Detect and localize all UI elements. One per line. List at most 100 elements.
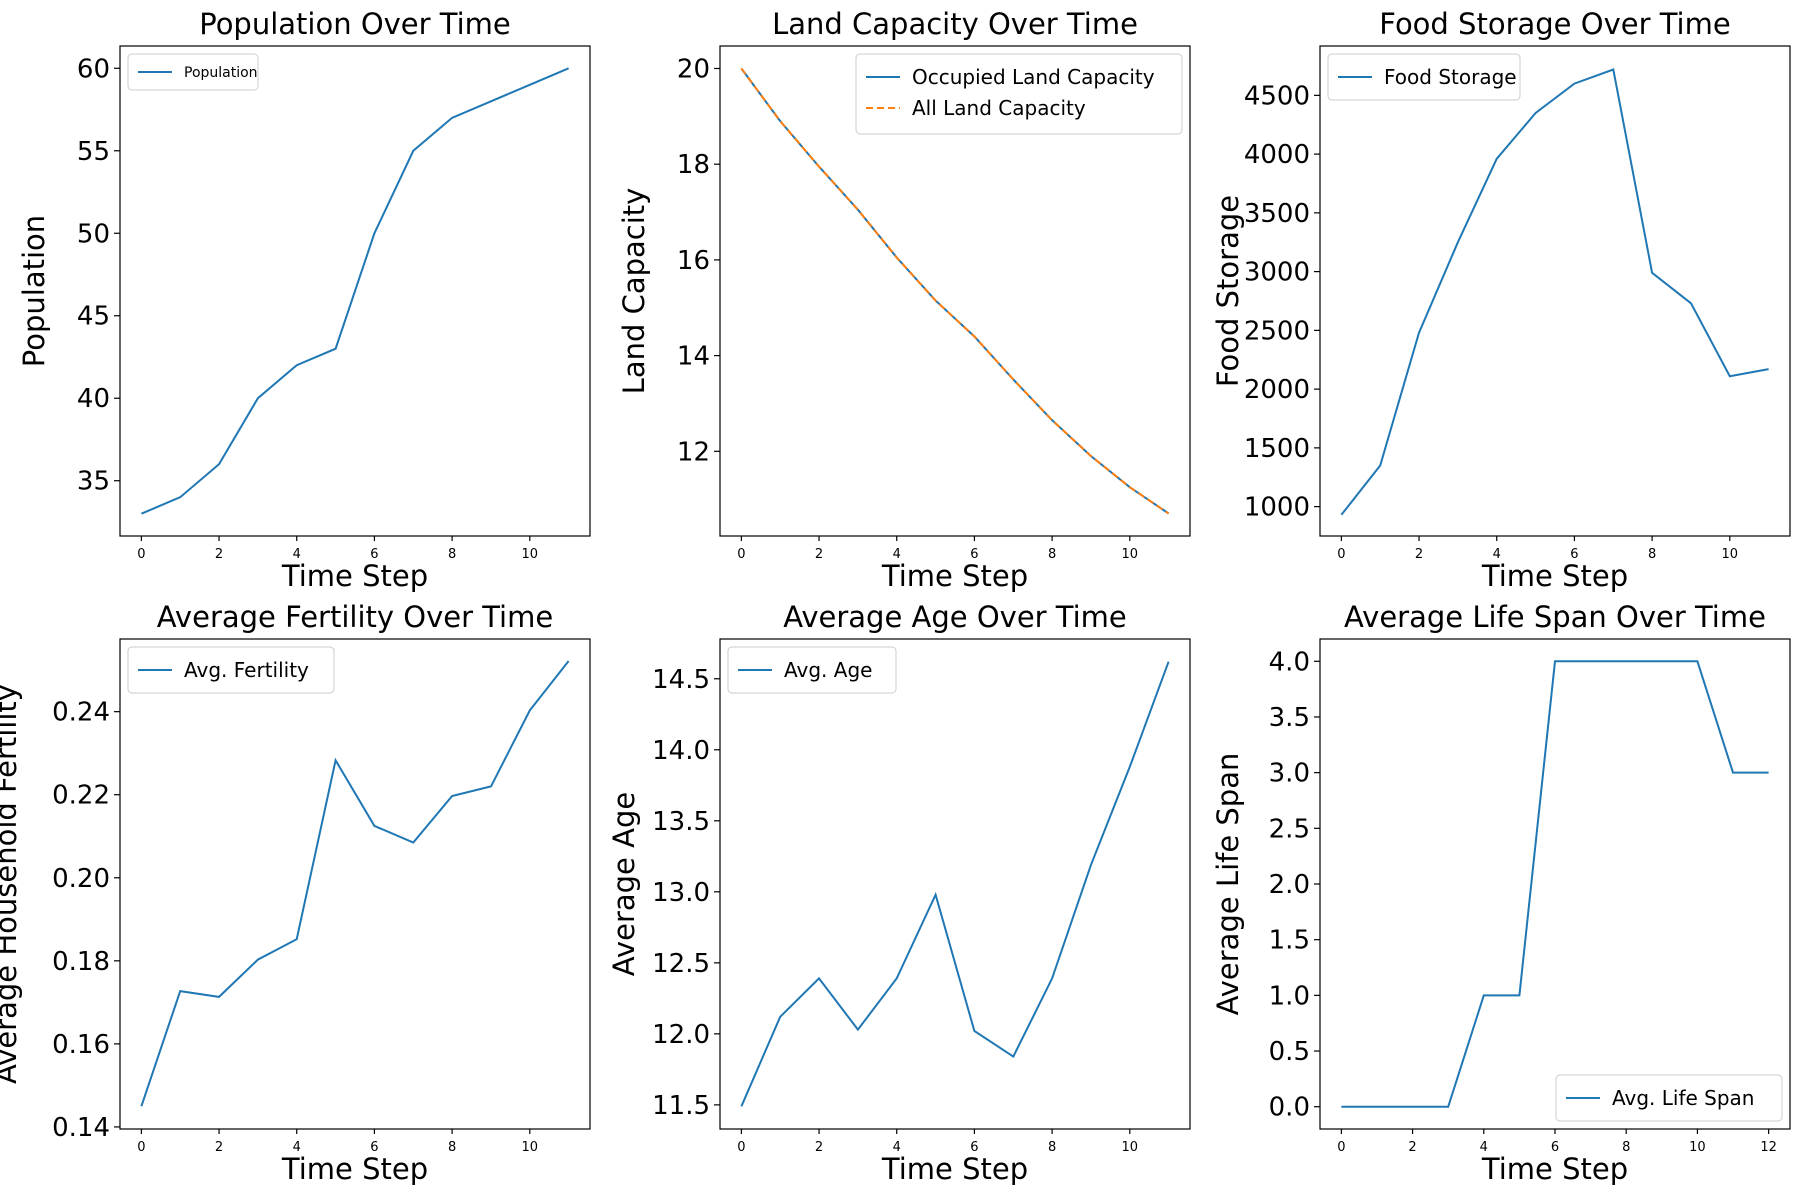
legend: Population — [127, 53, 259, 91]
chart-panel-3: Food Storage Over Time 0 2 4 6 8 10 1000 1500 200… — [1211, 7, 1791, 593]
legend-label: Food Storage — [1384, 65, 1517, 89]
y-tick-label: 60 — [77, 54, 110, 84]
chart-panel-6: Average Life Span Over Time 0 2 4 6 8 10 12 0.0 0… — [1211, 600, 1791, 1186]
x-tick-label: 10 — [522, 1140, 539, 1155]
x-tick-label: 8 — [1048, 1140, 1056, 1155]
plot-area — [119, 638, 591, 1130]
series-line-1 — [140, 660, 570, 1107]
x-tick-label: 0 — [1337, 547, 1345, 562]
y-tick-label: 3.0 — [1269, 759, 1310, 789]
x-tick-label: 2 — [1415, 547, 1423, 562]
y-tick-label: 0.20 — [52, 864, 110, 894]
legend-box — [1555, 1074, 1783, 1122]
y-tick-label: 35 — [77, 467, 110, 497]
y-tick-label: 1.0 — [1269, 981, 1310, 1011]
x-tick-label: 4 — [293, 547, 301, 562]
x-tick-label: 0 — [137, 1140, 145, 1155]
y-tick-label: 4500 — [1244, 81, 1310, 111]
x-tick-label: 0 — [1337, 1140, 1345, 1155]
y-tick-label: 14.0 — [652, 736, 710, 766]
legend-box — [127, 53, 259, 91]
x-tick-label: 8 — [448, 547, 456, 562]
legend-label: Population — [184, 65, 258, 81]
y-tick-label: 14.5 — [652, 665, 710, 695]
legend-label: Avg. Life Span — [1612, 1086, 1754, 1110]
y-tick-label: 40 — [77, 384, 110, 414]
legend-box — [1327, 53, 1521, 101]
x-tick-label: 2 — [215, 1140, 223, 1155]
y-axis-label: Population — [17, 215, 51, 367]
x-tick-label: 12 — [1760, 1140, 1777, 1155]
x-tick-label: 10 — [1122, 547, 1139, 562]
legend: Occupied Land Capacity All Land Capacity — [855, 53, 1183, 135]
x-tick-label: 4 — [1493, 547, 1501, 562]
y-tick-label: 4000 — [1244, 140, 1310, 170]
y-axis-label: Average Age — [607, 792, 641, 976]
x-tick-label: 8 — [448, 1140, 456, 1155]
x-axis-label: Time Step — [881, 1152, 1028, 1186]
series-line-2 — [740, 67, 1170, 515]
series-line-1 — [740, 67, 1170, 515]
x-axis-label: Time Step — [881, 559, 1028, 593]
y-tick-label: 12.5 — [652, 949, 710, 979]
y-tick-label: 11.5 — [652, 1091, 710, 1121]
chart-title: Land Capacity Over Time — [772, 7, 1138, 41]
x-tick-label: 0 — [137, 547, 145, 562]
x-tick-label: 4 — [1480, 1140, 1488, 1155]
x-axis-label: Time Step — [1481, 559, 1628, 593]
x-tick-label: 8 — [1648, 547, 1656, 562]
legend-label: Occupied Land Capacity — [912, 65, 1155, 89]
chart-panel-1: Population Over Time 0 2 4 6 8 10 35 40 45 50 55 60 T… — [17, 7, 591, 593]
x-tick-label: 4 — [893, 1140, 901, 1155]
chart-title: Food Storage Over Time — [1379, 7, 1730, 41]
y-tick-label: 18 — [677, 150, 710, 180]
y-tick-label: 1000 — [1244, 493, 1310, 523]
legend: Avg. Age — [727, 646, 897, 694]
y-tick-label: 45 — [77, 302, 110, 332]
y-tick-label: 2.5 — [1269, 814, 1310, 844]
y-tick-label: 0.18 — [52, 947, 110, 977]
chart-panel-5: Average Age Over Time 0 2 4 6 8 10 11.5 12.0 12.5… — [607, 600, 1191, 1186]
x-axis-label: Time Step — [281, 559, 428, 593]
x-tick-label: 10 — [1122, 1140, 1139, 1155]
y-tick-label: 13.0 — [652, 878, 710, 908]
y-tick-label: 12.0 — [652, 1020, 710, 1050]
plot-area — [119, 45, 591, 537]
y-tick-label: 3000 — [1244, 258, 1310, 288]
y-tick-label: 55 — [77, 137, 110, 167]
legend-label: Avg. Fertility — [184, 658, 309, 682]
y-tick-label: 1.5 — [1269, 926, 1310, 956]
x-tick-label: 4 — [293, 1140, 301, 1155]
x-tick-label: 6 — [970, 547, 978, 562]
legend-box — [855, 53, 1183, 135]
chart-title: Average Fertility Over Time — [157, 600, 553, 634]
x-tick-label: 8 — [1622, 1140, 1630, 1155]
plot-area — [1319, 638, 1791, 1130]
y-tick-label: 14 — [677, 342, 710, 372]
x-tick-label: 4 — [893, 547, 901, 562]
y-tick-label: 16 — [677, 246, 710, 276]
y-tick-label: 3.5 — [1269, 703, 1310, 733]
y-tick-label: 13.5 — [652, 807, 710, 837]
y-tick-label: 0.5 — [1269, 1037, 1310, 1067]
legend: Avg. Life Span — [1555, 1074, 1783, 1122]
x-axis-label: Time Step — [281, 1152, 428, 1186]
plot-area — [719, 638, 1191, 1130]
y-tick-label: 2.0 — [1269, 870, 1310, 900]
plot-area — [719, 45, 1191, 537]
x-axis-label: Time Step — [1481, 1152, 1628, 1186]
legend-label: All Land Capacity — [912, 96, 1086, 120]
y-tick-label: 0.0 — [1269, 1093, 1310, 1123]
series-line-1 — [141, 67, 569, 515]
x-tick-label: 6 — [1551, 1140, 1559, 1155]
legend: Food Storage — [1327, 53, 1521, 101]
x-tick-label: 8 — [1048, 547, 1056, 562]
y-tick-label: 1500 — [1244, 434, 1310, 464]
x-tick-label: 10 — [1722, 547, 1739, 562]
series-line-1 — [1340, 68, 1769, 516]
y-axis-label: Average Life Span — [1211, 753, 1245, 1016]
y-tick-label: 0.16 — [52, 1030, 110, 1060]
x-tick-label: 0 — [737, 547, 745, 562]
legend: Avg. Fertility — [127, 646, 335, 694]
series-line-1 — [1341, 660, 1769, 1108]
